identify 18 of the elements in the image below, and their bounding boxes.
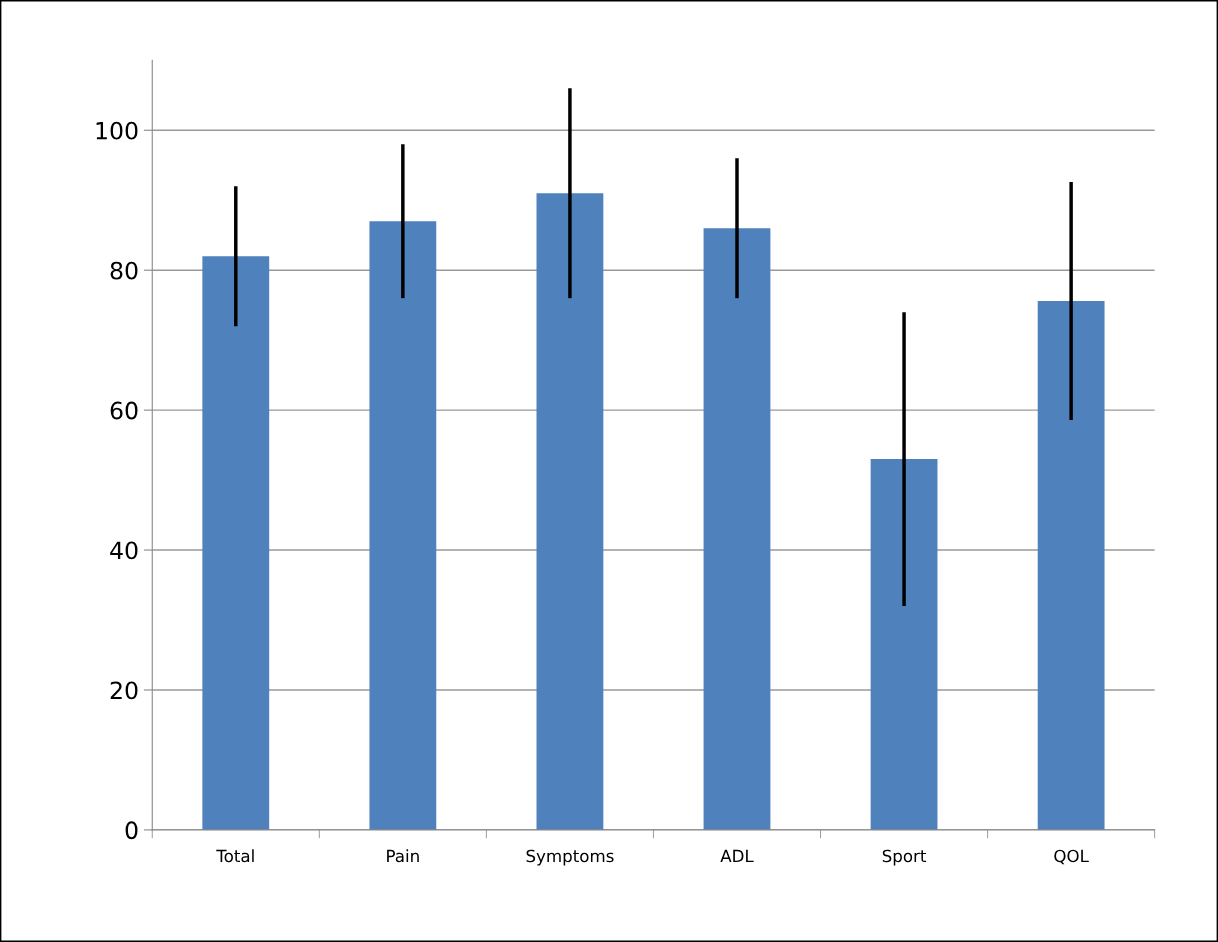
x-tick-label: Pain	[387, 849, 419, 863]
y-tick-label: 80	[110, 261, 138, 280]
x-tick-label: ADL	[720, 849, 754, 863]
bar	[369, 221, 437, 830]
y-tick-label: 100	[96, 121, 138, 140]
bar	[1037, 300, 1105, 830]
y-tick-label: 0	[125, 821, 138, 840]
x-tick-label: QOL	[1054, 849, 1089, 865]
bar	[202, 256, 270, 830]
bar	[536, 193, 604, 830]
y-tick-label: 20	[110, 681, 138, 700]
x-tick-label: Total	[216, 849, 254, 863]
bar	[703, 228, 771, 830]
y-tick-label: 40	[110, 541, 138, 560]
x-tick-label: Sport	[882, 849, 927, 866]
x-tick-label: Symptoms	[526, 849, 614, 866]
y-tick-label: 60	[110, 401, 138, 420]
bar	[870, 459, 938, 830]
